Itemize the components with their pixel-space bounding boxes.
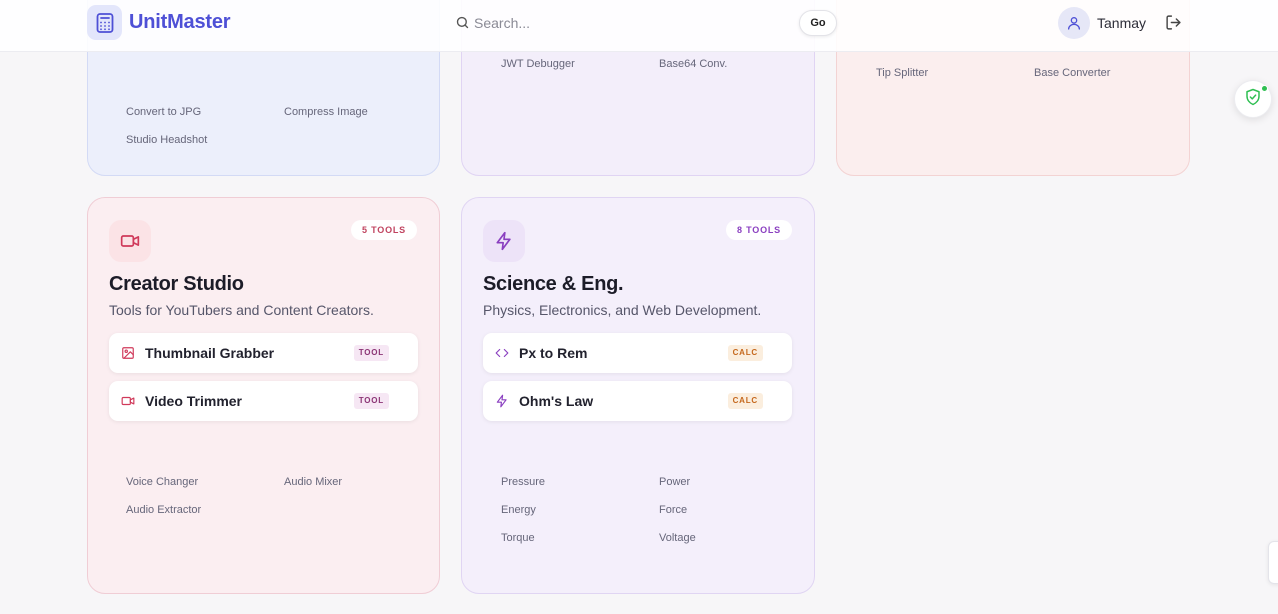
card-title: Creator Studio xyxy=(109,273,244,295)
app-name[interactable]: UnitMaster xyxy=(129,11,231,33)
tool-type-tag: CALC xyxy=(727,393,763,409)
link-voice-changer[interactable]: Voice Changer xyxy=(126,476,199,488)
search-input[interactable] xyxy=(474,9,784,36)
logout-icon[interactable] xyxy=(1165,14,1182,36)
link-compress-image[interactable]: Compress Image xyxy=(284,106,368,118)
shield-check-button[interactable] xyxy=(1234,80,1272,118)
user-name[interactable]: Tanmay xyxy=(1097,15,1147,31)
image-icon xyxy=(121,346,135,365)
tool-name: Ohm's Law xyxy=(519,393,594,409)
search-go-button[interactable]: Go xyxy=(799,10,837,36)
lightning-icon xyxy=(495,394,509,413)
tool-row-ohms-law[interactable]: Ohm's Law CALC xyxy=(483,381,792,421)
tool-row-px-to-rem[interactable]: Px to Rem CALC xyxy=(483,333,792,373)
tool-name: Thumbnail Grabber xyxy=(145,345,275,361)
side-panel-handle[interactable] xyxy=(1268,541,1278,584)
tool-name: Px to Rem xyxy=(519,345,588,361)
lightning-icon xyxy=(483,220,525,262)
tool-type-tag: TOOL xyxy=(353,345,389,361)
link-audio-extractor[interactable]: Audio Extractor xyxy=(126,504,202,516)
link-tip-splitter[interactable]: Tip Splitter xyxy=(876,67,929,79)
card-description: Physics, Electronics, and Web Developmen… xyxy=(483,302,762,318)
link-energy[interactable]: Energy xyxy=(501,504,536,516)
link-power[interactable]: Power xyxy=(659,476,691,488)
link-force[interactable]: Force xyxy=(659,504,688,516)
video-camera-icon xyxy=(109,220,151,262)
link-studio-headshot[interactable]: Studio Headshot xyxy=(126,134,208,146)
category-card-science[interactable]: 8 TOOLS Science & Eng. Physics, Electron… xyxy=(461,197,815,594)
shield-check-icon xyxy=(1244,88,1262,111)
link-convert-to-jpg[interactable]: Convert to JPG xyxy=(126,106,202,118)
status-dot xyxy=(1261,85,1268,92)
calculator-logo-icon[interactable] xyxy=(87,5,122,40)
tool-count-badge: 8 TOOLS xyxy=(726,220,792,240)
link-voltage[interactable]: Voltage xyxy=(659,532,696,544)
card-description: Tools for YouTubers and Content Creators… xyxy=(109,302,374,318)
link-audio-mixer[interactable]: Audio Mixer xyxy=(284,476,343,488)
link-base-converter[interactable]: Base Converter xyxy=(1034,67,1111,79)
link-pressure[interactable]: Pressure xyxy=(501,476,546,488)
search-icon xyxy=(455,15,470,35)
tool-type-tag: CALC xyxy=(727,345,763,361)
tool-row-video-trimmer[interactable]: Video Trimmer TOOL xyxy=(109,381,418,421)
category-card-creator-studio[interactable]: 5 TOOLS Creator Studio Tools for YouTube… xyxy=(87,197,440,594)
tool-row-thumbnail-grabber[interactable]: Thumbnail Grabber TOOL xyxy=(109,333,418,373)
card-title: Science & Eng. xyxy=(483,273,624,295)
tool-type-tag: TOOL xyxy=(353,393,389,409)
avatar[interactable] xyxy=(1058,7,1090,39)
code-icon xyxy=(495,346,509,365)
top-navbar: UnitMaster Go Tanmay xyxy=(0,0,1278,52)
link-torque[interactable]: Torque xyxy=(501,532,535,544)
link-jwt-debugger[interactable]: JWT Debugger xyxy=(501,58,575,70)
video-icon xyxy=(121,394,135,413)
link-base64-conv[interactable]: Base64 Conv. xyxy=(659,58,728,70)
tool-count-badge: 5 TOOLS xyxy=(351,220,417,240)
tool-name: Video Trimmer xyxy=(145,393,243,409)
